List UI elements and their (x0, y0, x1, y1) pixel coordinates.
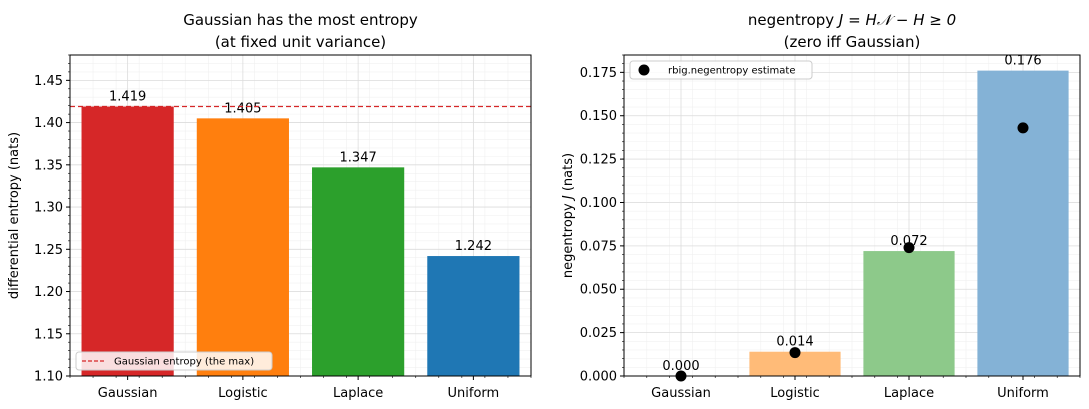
y-tick-label: 0.175 (580, 66, 617, 81)
data-label: 0.000 (662, 359, 699, 374)
data-label: 0.072 (890, 234, 927, 249)
chart-title: Gaussian has the most entropy (183, 11, 418, 29)
y-tick-label: 0.000 (580, 370, 617, 385)
legend-label: Gaussian entropy (the max) (114, 357, 254, 368)
x-tick-label: Gaussian (98, 386, 158, 401)
data-label: 1.419 (109, 90, 146, 105)
y-axis-label: differential entropy (nats) (7, 132, 22, 299)
y-tick-label: 1.25 (34, 243, 63, 258)
x-tick-label: Logistic (218, 386, 267, 401)
y-tick-label: 1.40 (34, 116, 63, 131)
legend-box (629, 60, 813, 80)
data-label: 0.014 (776, 335, 813, 350)
x-tick-label: Uniform (997, 386, 1049, 401)
y-tick-label: 1.20 (34, 285, 63, 300)
y-tick-label: 0.100 (580, 196, 617, 211)
x-tick-label: Uniform (448, 386, 500, 401)
y-tick-label: 1.35 (34, 158, 63, 173)
y-tick-label: 1.15 (34, 327, 63, 342)
data-label: 1.405 (224, 101, 261, 116)
y-tick-label: 1.45 (34, 74, 63, 89)
bar-uniform (977, 70, 1069, 377)
right-chart-panel: 0.000 0.014 0.072 0.176 0.000 0.025 0.050 0.075… (561, 11, 1081, 401)
legend-marker-swatch (638, 64, 650, 76)
chart-title: negentropy J = H𝒩 − H ≥ 0 (748, 11, 956, 29)
legend-label: rbig.negentropy estimate (668, 66, 795, 77)
legend-box (75, 351, 273, 371)
y-tick-label: 1.30 (34, 201, 63, 216)
y-tick-label: 0.075 (580, 239, 617, 254)
chart-subtitle: (zero iff Gaussian) (784, 33, 921, 51)
bar-laplace (863, 251, 955, 376)
bar-gaussian (81, 106, 174, 377)
estimate-point (789, 347, 801, 359)
data-label: 0.176 (1004, 54, 1041, 69)
y-tick-label: 1.10 (34, 370, 63, 385)
y-tick-label: 0.025 (580, 326, 617, 341)
bar-uniform (427, 256, 520, 376)
y-tick-label: 0.125 (580, 153, 617, 168)
chart-subtitle: (at fixed unit variance) (215, 33, 386, 51)
data-label: 1.242 (455, 239, 492, 254)
bar-logistic (196, 118, 289, 377)
estimate-point (903, 242, 915, 254)
x-tick-label: Laplace (884, 386, 934, 401)
y-tick-label: 0.150 (580, 109, 617, 124)
x-tick-label: Logistic (770, 386, 819, 401)
x-tick-label: Laplace (333, 386, 383, 401)
data-label: 1.347 (340, 150, 377, 165)
x-tick-label: Gaussian (651, 386, 711, 401)
bar-laplace (312, 167, 405, 376)
y-tick-label: 0.050 (580, 283, 617, 298)
y-axis-label: negentropy J (nats) (561, 153, 576, 278)
estimate-point (1017, 122, 1029, 134)
left-chart-panel: 1.419 1.405 1.347 1.242 1.10 1.15 1.20 1.25 1.30… (7, 11, 532, 401)
